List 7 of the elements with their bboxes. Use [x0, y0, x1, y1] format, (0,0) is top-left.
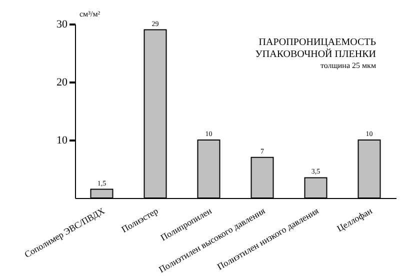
text: ПАРОПРОНИЦАЕМОСТЬ: [258, 37, 376, 48]
y-tick-label: 20: [56, 76, 68, 88]
y-axis-title: см³/м²: [80, 10, 101, 18]
text: толщина 25 мкм: [320, 61, 376, 70]
y-tick-label: 10: [56, 134, 68, 146]
text: УПАКОВОЧНОЙ ПЛЕНКИ: [255, 49, 376, 60]
y-tick-label: 30: [56, 18, 68, 30]
